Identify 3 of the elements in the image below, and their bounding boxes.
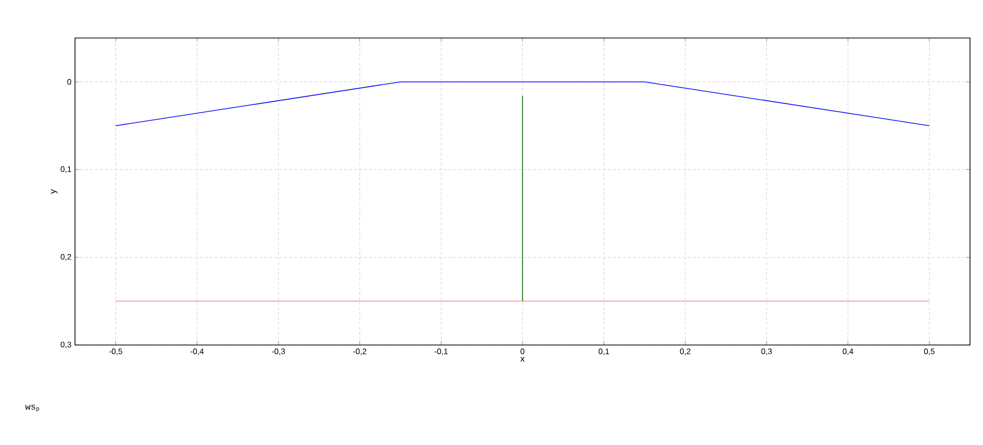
x-axis-title: x	[520, 356, 525, 362]
y-axis-title: y	[50, 189, 58, 194]
text: ws$_{p}$	[25, 404, 40, 412]
